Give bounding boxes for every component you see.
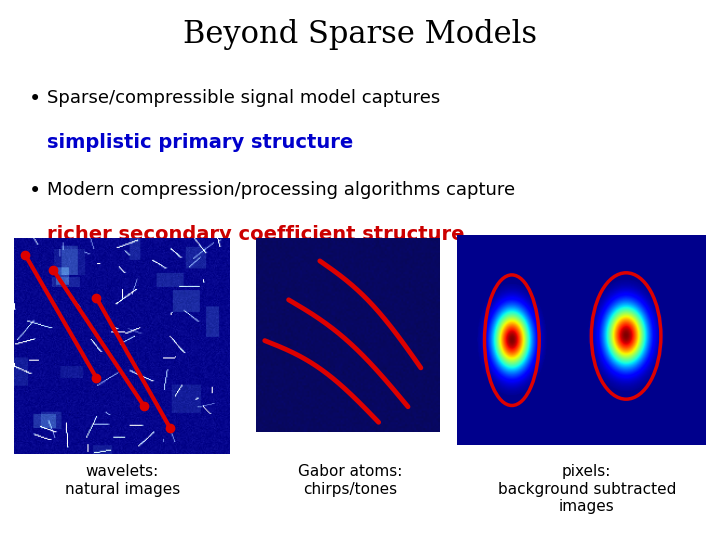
Text: richer secondary coefficient structure: richer secondary coefficient structure	[47, 225, 464, 244]
Text: wavelets:
natural images: wavelets: natural images	[65, 464, 180, 497]
Text: •: •	[29, 181, 41, 201]
Text: Modern compression/processing algorithms capture: Modern compression/processing algorithms…	[47, 181, 515, 199]
Text: Sparse/compressible signal model captures: Sparse/compressible signal model capture…	[47, 89, 440, 107]
Text: Gabor atoms:
chirps/tones: Gabor atoms: chirps/tones	[299, 464, 402, 497]
Text: •: •	[29, 89, 41, 109]
Text: Beyond Sparse Models: Beyond Sparse Models	[183, 19, 537, 50]
Text: pixels:
background subtracted
images: pixels: background subtracted images	[498, 464, 676, 514]
Text: simplistic primary structure: simplistic primary structure	[47, 133, 353, 152]
